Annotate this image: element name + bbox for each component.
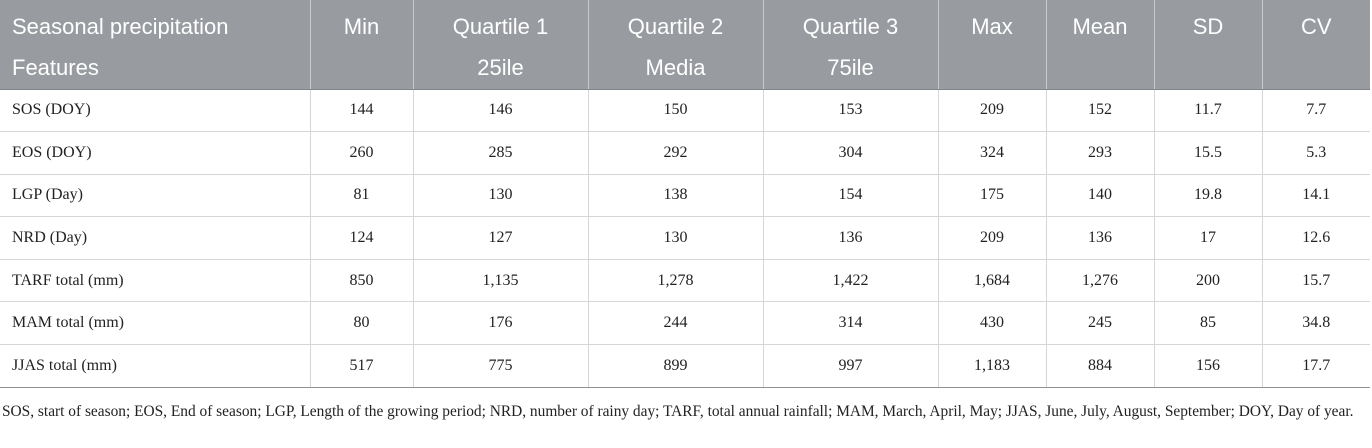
table-body: SOS (DOY) 144 146 150 153 209 152 11.7 7… [0, 89, 1370, 388]
cell-quartile-3: 314 [762, 301, 938, 346]
data-table-container: Seasonal precipitation Features Min Quar… [0, 0, 1370, 388]
table-row: NRD (Day) 124 127 130 136 209 136 17 12.… [0, 216, 1370, 260]
cell-quartile-2: 150 [587, 89, 763, 133]
header-line: 75ile [827, 55, 874, 80]
cell-quartile-3: 136 [762, 216, 938, 260]
row-label: LGP (Day) [0, 174, 310, 218]
cell-mean: 884 [1045, 344, 1154, 388]
cell-quartile-3: 1,422 [762, 259, 938, 303]
header-line: Media [645, 55, 706, 80]
header-line: SD [1192, 14, 1224, 39]
header-quartile-2: Quartile 2 Media [587, 0, 763, 90]
header-quartile-1: Quartile 1 25ile [412, 0, 588, 90]
header-max: Max [937, 0, 1046, 90]
table-row: JJAS total (mm) 517 775 899 997 1,183 88… [0, 344, 1370, 388]
cell-mean: 140 [1045, 174, 1154, 218]
cell-sd: 15.5 [1153, 131, 1262, 175]
cell-quartile-1: 127 [412, 216, 588, 260]
precipitation-statistics-table: Seasonal precipitation Features Min Quar… [0, 0, 1370, 388]
cell-cv: 12.6 [1261, 216, 1370, 260]
cell-quartile-1: 130 [412, 174, 588, 218]
header-line: Quartile 3 [802, 14, 899, 39]
cell-quartile-3: 154 [762, 174, 938, 218]
cell-sd: 11.7 [1153, 89, 1262, 133]
cell-max: 175 [937, 174, 1046, 218]
cell-max: 324 [937, 131, 1046, 175]
cell-max: 209 [937, 89, 1046, 133]
cell-sd: 19.8 [1153, 174, 1262, 218]
cell-mean: 293 [1045, 131, 1154, 175]
cell-max: 209 [937, 216, 1046, 260]
cell-min: 850 [309, 259, 413, 303]
row-label: NRD (Day) [0, 216, 310, 260]
cell-min: 144 [309, 89, 413, 133]
cell-quartile-1: 1,135 [412, 259, 588, 303]
table-footnote: SOS, start of season; EOS, End of season… [2, 403, 1354, 420]
cell-mean: 136 [1045, 216, 1154, 260]
cell-sd: 200 [1153, 259, 1262, 303]
row-label: JJAS total (mm) [0, 344, 310, 388]
header-line: Max [971, 14, 1013, 39]
cell-min: 80 [309, 301, 413, 346]
cell-sd: 17 [1153, 216, 1262, 260]
cell-min: 124 [309, 216, 413, 260]
cell-min: 517 [309, 344, 413, 388]
cell-mean: 1,276 [1045, 259, 1154, 303]
table-header: Seasonal precipitation Features Min Quar… [0, 0, 1370, 90]
cell-sd: 85 [1153, 301, 1262, 346]
cell-quartile-2: 130 [587, 216, 763, 260]
cell-quartile-1: 285 [412, 131, 588, 175]
cell-quartile-1: 176 [412, 301, 588, 346]
header-line: Mean [1072, 14, 1128, 39]
header-quartile-3: Quartile 3 75ile [762, 0, 938, 90]
cell-max: 1,684 [937, 259, 1046, 303]
table-row: SOS (DOY) 144 146 150 153 209 152 11.7 7… [0, 89, 1370, 133]
header-cv: CV [1261, 0, 1370, 90]
cell-cv: 15.7 [1261, 259, 1370, 303]
row-label: EOS (DOY) [0, 131, 310, 175]
cell-quartile-2: 899 [587, 344, 763, 388]
cell-quartile-3: 153 [762, 89, 938, 133]
cell-cv: 14.1 [1261, 174, 1370, 218]
cell-quartile-2: 138 [587, 174, 763, 218]
cell-mean: 245 [1045, 301, 1154, 346]
cell-cv: 5.3 [1261, 131, 1370, 175]
cell-quartile-1: 775 [412, 344, 588, 388]
cell-cv: 17.7 [1261, 344, 1370, 388]
cell-quartile-1: 146 [412, 89, 588, 133]
table-row: TARF total (mm) 850 1,135 1,278 1,422 1,… [0, 259, 1370, 303]
header-line: Quartile 2 [627, 14, 724, 39]
cell-max: 1,183 [937, 344, 1046, 388]
row-label: MAM total (mm) [0, 301, 310, 346]
header-line: Quartile 1 [452, 14, 549, 39]
header-line: 25ile [477, 55, 524, 80]
header-line: CV [1300, 14, 1332, 39]
cell-cv: 7.7 [1261, 89, 1370, 133]
table-row: EOS (DOY) 260 285 292 304 324 293 15.5 5… [0, 131, 1370, 175]
cell-sd: 156 [1153, 344, 1262, 388]
row-label: SOS (DOY) [0, 89, 310, 133]
header-line: Min [343, 14, 380, 39]
cell-cv: 34.8 [1261, 301, 1370, 346]
header-line: Seasonal precipitation [12, 14, 229, 39]
table-row: LGP (Day) 81 130 138 154 175 140 19.8 14… [0, 174, 1370, 218]
cell-quartile-2: 292 [587, 131, 763, 175]
header-min: Min [309, 0, 413, 90]
cell-quartile-3: 304 [762, 131, 938, 175]
row-label: TARF total (mm) [0, 259, 310, 303]
cell-max: 430 [937, 301, 1046, 346]
cell-quartile-3: 997 [762, 344, 938, 388]
cell-min: 260 [309, 131, 413, 175]
cell-quartile-2: 244 [587, 301, 763, 346]
cell-quartile-2: 1,278 [587, 259, 763, 303]
header-mean: Mean [1045, 0, 1154, 90]
header-line: Features [12, 55, 99, 80]
cell-mean: 152 [1045, 89, 1154, 133]
header-features: Seasonal precipitation Features [0, 0, 310, 90]
header-row: Seasonal precipitation Features Min Quar… [0, 0, 1370, 90]
header-sd: SD [1153, 0, 1262, 90]
table-row: MAM total (mm) 80 176 244 314 430 245 85… [0, 301, 1370, 346]
cell-min: 81 [309, 174, 413, 218]
